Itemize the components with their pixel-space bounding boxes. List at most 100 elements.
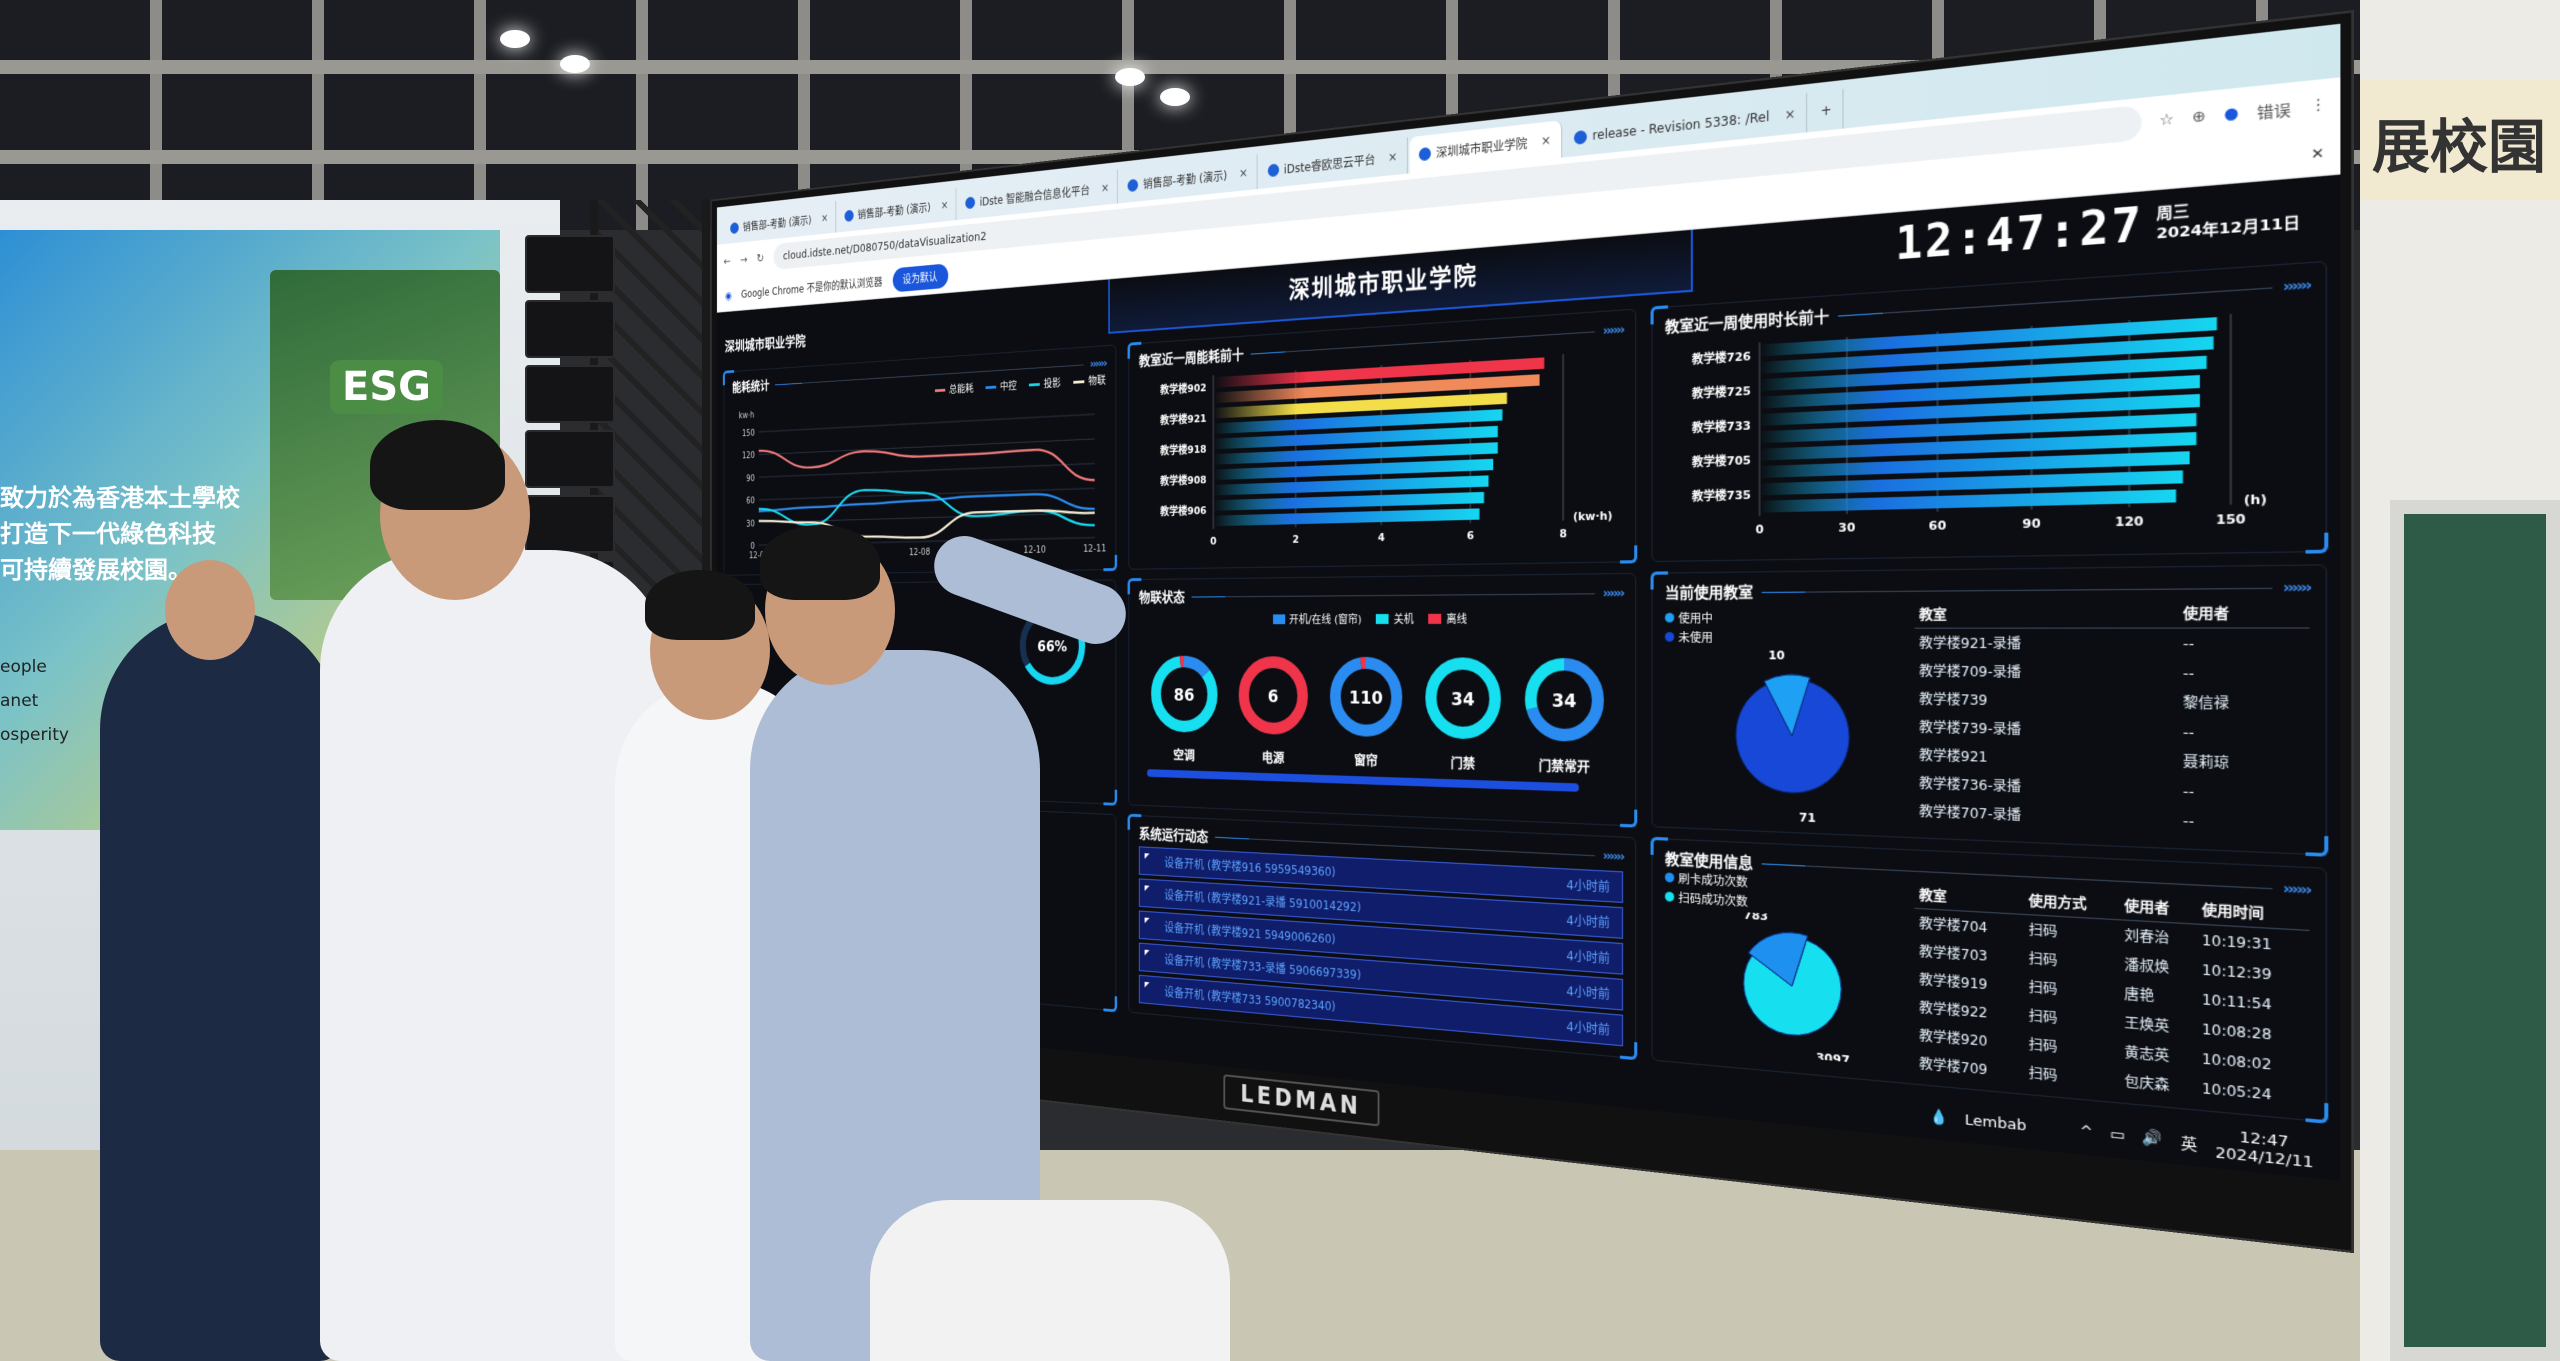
legend-item: 未使用 xyxy=(1664,629,1915,649)
profile-error-label[interactable]: 错误 xyxy=(2256,101,2291,123)
tab-favicon-icon xyxy=(730,221,739,234)
download-icon[interactable]: ⊕ xyxy=(2191,107,2206,127)
person-hair xyxy=(760,525,880,600)
legend-label: 中控 xyxy=(999,379,1017,393)
donut-total: 6 xyxy=(1268,687,1279,708)
legend-swatch xyxy=(1376,613,1389,625)
table-cell: -- xyxy=(2183,812,2195,830)
infobar-text: Google Chrome 不是你的默认浏览器 xyxy=(741,275,883,301)
legend-label: 使用中 xyxy=(1678,611,1713,626)
reload-icon[interactable]: ↻ xyxy=(756,251,764,266)
white-chair xyxy=(870,1200,1230,1361)
y-category-label: 教学楼733 xyxy=(1692,418,1751,435)
poster-word: anet xyxy=(0,691,39,711)
legend-swatch xyxy=(934,388,946,392)
pie-value-label: 3097 xyxy=(1816,1051,1850,1068)
tab-title: 销售部-考勤 (演示) xyxy=(742,213,812,234)
x-tick-label: 0 xyxy=(1210,535,1216,547)
y-tick-label: 30 xyxy=(746,519,754,529)
iot-progress-bar xyxy=(1147,769,1579,792)
legend-dot xyxy=(1664,632,1675,642)
x-axis-unit: (h) xyxy=(2244,492,2267,508)
tab-title: release - Revision 5338: /Rel xyxy=(1592,109,1770,143)
ceiling-lamp xyxy=(500,30,530,48)
legend-dot xyxy=(1664,891,1675,902)
taskbar-clock[interactable]: 12:47 2024/12/11 xyxy=(2215,1127,2313,1172)
profile-icon[interactable]: ● xyxy=(2223,103,2239,124)
back-icon[interactable]: ← xyxy=(723,254,731,269)
poster-word: osperity xyxy=(0,725,69,745)
tab-close-icon[interactable]: × xyxy=(1541,132,1551,149)
x-tick-label: 0 xyxy=(1755,523,1763,537)
table-header-row: 教室 使用者 xyxy=(1914,599,2310,629)
legend-label: 刷卡成功次数 xyxy=(1678,872,1748,890)
y-category-label: 教学楼921 xyxy=(1160,412,1206,427)
table-cell xyxy=(2119,1095,2196,1107)
iot-legend: 开机/在线 (窗帘) 关机 离线 xyxy=(1139,610,1623,627)
y-tick-label: 120 xyxy=(742,451,755,461)
log-list[interactable]: 设备开机 (教学楼916 5959549360) 4小时前 设备开机 (教学楼921… xyxy=(1138,846,1624,1047)
legend-label: 物联 xyxy=(1088,374,1106,388)
table-cell: 刘春治 xyxy=(2124,927,2170,947)
legend-item: 离线 xyxy=(1428,611,1467,627)
tab-close-icon[interactable]: × xyxy=(1100,180,1110,195)
donut-label: 空调 xyxy=(1173,747,1195,763)
x-tick-label: 8 xyxy=(1559,527,1567,540)
panel-title: 物联状态 xyxy=(1138,589,1185,606)
table-row[interactable]: 教学楼921-录播 -- xyxy=(1915,628,2310,659)
x-tick-label: 12-05 xyxy=(749,551,768,561)
star-icon[interactable]: ☆ xyxy=(2159,110,2175,130)
legend-item: 开机/在线 (窗帘) xyxy=(1272,611,1362,627)
tab-close-icon[interactable]: × xyxy=(821,211,829,225)
y-tick-label: 150 xyxy=(742,428,755,439)
tab-close-icon[interactable]: × xyxy=(1239,165,1248,181)
chevrons-icon: ›››››› xyxy=(2282,879,2310,899)
donut-total: 86 xyxy=(1174,686,1195,706)
volume-icon[interactable]: 🔊 xyxy=(2142,1128,2164,1149)
ime-indicator[interactable]: 英 xyxy=(2180,1134,2198,1154)
forward-icon[interactable]: → xyxy=(740,253,748,267)
log-time: 4小时前 xyxy=(1566,1018,1610,1038)
table-cell: -- xyxy=(2183,664,2195,682)
tab-title: iDste 智能融合信息化平台 xyxy=(979,183,1090,209)
tab-close-icon[interactable]: × xyxy=(1784,106,1796,123)
menu-icon[interactable]: ⋮ xyxy=(2309,95,2327,115)
new-tab-button[interactable]: + xyxy=(1809,88,1844,133)
dashboard: 深圳城市职业学院 深圳城市职业学院 12:47:27 周三 2024年12月11… xyxy=(716,174,2341,1182)
line-series-总能耗 xyxy=(759,435,1095,493)
x-tick-label: 2 xyxy=(1292,534,1299,546)
tray-chevron-icon[interactable]: ^ xyxy=(2079,1122,2093,1142)
right-sign: 展校園 xyxy=(2360,80,2560,200)
banner-text: 致力於為香港本土學校 打造下一代綠色科技 可持續發展校園。 xyxy=(0,480,240,588)
y-category-label: 教学楼735 xyxy=(1692,488,1751,504)
legend-item: 使用中 xyxy=(1664,609,1915,629)
set-default-button[interactable]: 设为默认 xyxy=(892,263,948,293)
esg-logo: ESG xyxy=(330,360,443,414)
donut-label: 门禁常开 xyxy=(1539,757,1591,775)
log-time: 4小时前 xyxy=(1566,912,1610,931)
log-text: 设备开机 (教学楼733-录播 5906697339) xyxy=(1164,952,1361,982)
x-tick-label: 30 xyxy=(1838,521,1855,535)
usage-top-panel: 教室近一周使用时长前十 ›››››› 0 30 60 90 120 150 (h) 教学楼726… xyxy=(1651,260,2327,563)
tab-favicon-icon xyxy=(844,209,854,222)
network-icon[interactable]: ▭ xyxy=(2110,1125,2126,1145)
monitor-brand-logo: LEDMAN xyxy=(1223,1074,1380,1127)
log-time: 4小时前 xyxy=(1566,948,1610,966)
grid-line xyxy=(759,414,1095,432)
panel-title: 能耗统计 xyxy=(732,378,770,395)
bar xyxy=(1213,442,1498,465)
tab-favicon-icon xyxy=(1127,178,1139,192)
close-infobar-icon[interactable]: ✕ xyxy=(2310,143,2325,163)
table-row[interactable]: 教学楼709-录播 -- xyxy=(1915,657,2310,689)
tab-close-icon[interactable]: × xyxy=(1388,149,1398,165)
speaker xyxy=(525,430,615,488)
x-tick-label: 12-08 xyxy=(909,547,930,558)
pie-legend: 使用中未使用 xyxy=(1664,609,1915,649)
legend-label: 关机 xyxy=(1393,612,1414,626)
donut-label: 电源 xyxy=(1262,749,1285,765)
bar xyxy=(1213,374,1540,404)
tab-close-icon[interactable]: × xyxy=(940,198,949,212)
tab-favicon-icon xyxy=(1573,129,1587,145)
column-header: 使用者 xyxy=(2178,599,2310,629)
clock-time: 12:47:27 xyxy=(1895,198,2144,271)
